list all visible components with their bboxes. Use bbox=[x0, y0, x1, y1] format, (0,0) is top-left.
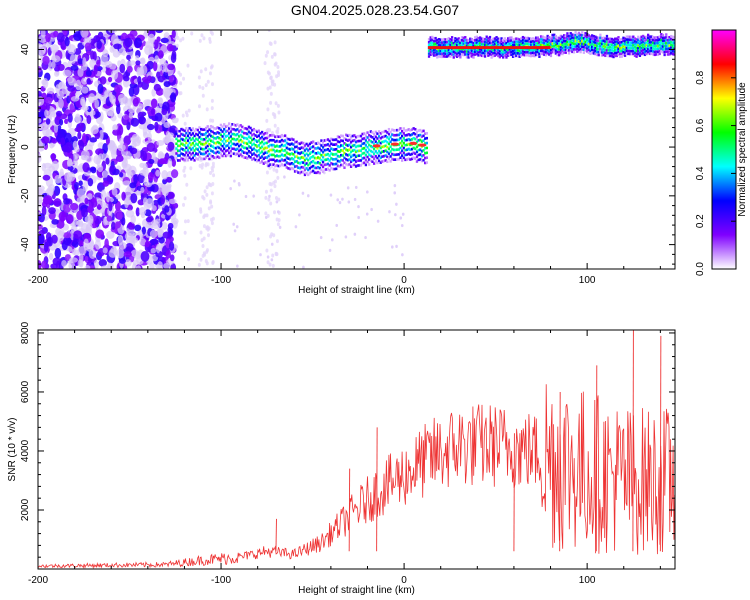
y-tick-label: 4000 bbox=[20, 439, 31, 462]
colorbar-tick-label: 0.4 bbox=[695, 166, 706, 180]
snr-series bbox=[38, 330, 675, 569]
x-tick-label: -200 bbox=[28, 575, 48, 586]
y-tick-label: 0 bbox=[20, 144, 31, 150]
y-tick-label: 40 bbox=[20, 44, 31, 56]
x-tick-label: -100 bbox=[211, 575, 231, 586]
colorbar: 0.0 0.2 0.4 0.6 0.8 Normalized spectral ampli… bbox=[695, 29, 748, 276]
colorbar-tick-label: 0.6 bbox=[695, 118, 706, 132]
snr-frame bbox=[37, 329, 676, 570]
snr-peak bbox=[348, 468, 351, 552]
colorbar-bar bbox=[711, 29, 737, 270]
x-tick-label: -200 bbox=[28, 275, 48, 286]
snr-peak bbox=[376, 427, 378, 552]
snr-peak bbox=[595, 365, 598, 552]
y-axis-label: Frequency (Hz) bbox=[7, 115, 18, 184]
spectrogram-frame bbox=[37, 29, 676, 270]
x-tick-label: 100 bbox=[579, 275, 596, 286]
snr-peak bbox=[559, 391, 561, 552]
colorbar-tick-label: 0.0 bbox=[695, 262, 706, 276]
chart-title: GN04.2025.028.23.54.G07 bbox=[290, 2, 460, 18]
colorbar-tick-label: 0.2 bbox=[695, 214, 706, 228]
colorbar-tick-label: 0.8 bbox=[695, 70, 706, 84]
y-tick-label: 8000 bbox=[20, 321, 31, 344]
spectrogram-image bbox=[38, 30, 675, 269]
x-axis-label: Height of straight line (km) bbox=[298, 285, 415, 296]
y-tick-label: 6000 bbox=[20, 380, 31, 403]
x-axis-label: Height of straight line (km) bbox=[298, 585, 415, 596]
colorbar-label: Normalized spectral amplitude bbox=[737, 82, 748, 217]
x-tick-label: 0 bbox=[401, 275, 407, 286]
x-tick-label: 100 bbox=[579, 575, 596, 586]
y-tick-label: 2000 bbox=[20, 498, 31, 521]
spectrogram-panel: -200 -100 0 100 40 20 0 -20 -40 Height of straigh… bbox=[7, 29, 676, 296]
snr-peak bbox=[659, 335, 662, 552]
y-tick-label: -20 bbox=[20, 188, 31, 203]
y-axis-label: SNR (10 * v/v) bbox=[7, 418, 18, 482]
y-tick-label: -40 bbox=[20, 237, 31, 252]
snr-peak bbox=[513, 433, 515, 552]
x-tick-label: 0 bbox=[401, 575, 407, 586]
snr-peak bbox=[275, 518, 277, 552]
y-tick-label: 20 bbox=[20, 92, 31, 104]
snr-line bbox=[38, 384, 675, 569]
snr-panel: -200 -100 0 100 2000 4000 6000 8000 Height of st… bbox=[7, 321, 676, 596]
x-tick-label: -100 bbox=[211, 275, 231, 286]
snr-peak bbox=[632, 330, 634, 552]
